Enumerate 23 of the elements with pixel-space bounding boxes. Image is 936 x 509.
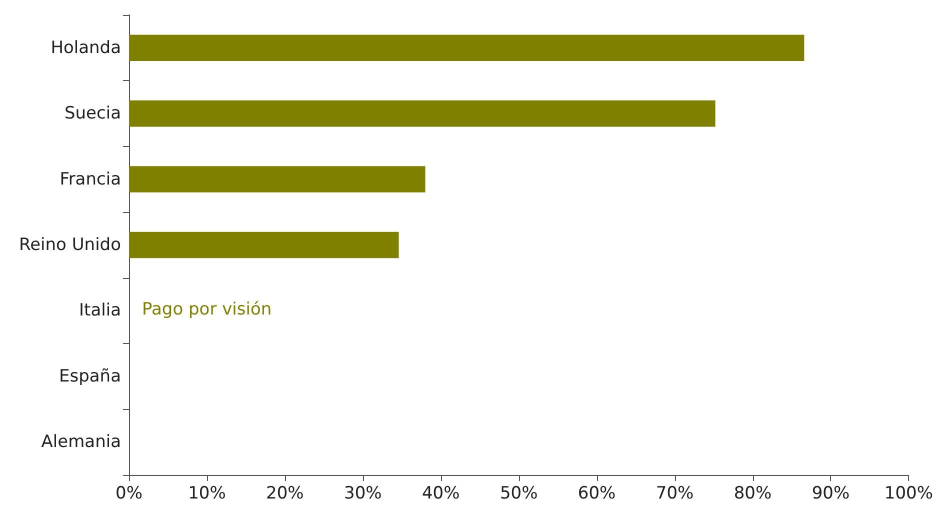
bar	[129, 166, 426, 192]
x-tick-label: 60%	[578, 484, 616, 504]
y-tick-label: Francia	[60, 169, 121, 190]
x-tick-label: 50%	[500, 484, 538, 504]
y-tick-label: Alemania	[41, 432, 121, 452]
text: Pago por visión	[142, 300, 272, 320]
y-tick-label: Italia	[79, 300, 121, 321]
y-tick-label: Suecia	[64, 104, 121, 124]
x-tick-label: 40%	[422, 484, 460, 504]
x-tick-label: 30%	[344, 484, 382, 504]
x-tick-label: 10%	[188, 484, 226, 504]
x-tick-label: 70%	[656, 484, 694, 504]
x-tick-label: 0%	[116, 484, 142, 504]
y-tick-label: España	[59, 366, 121, 386]
bar	[129, 100, 716, 127]
x-tick-label: 100%	[884, 484, 934, 504]
y-tick-label: Reino Unido	[19, 235, 121, 255]
x-tick-label: 80%	[734, 484, 772, 504]
x-tick-label: 90%	[812, 484, 850, 504]
x-tick-label: 20%	[266, 484, 304, 504]
bar	[129, 34, 804, 61]
bar	[129, 232, 399, 258]
y-tick-label: Holanda	[50, 38, 121, 58]
